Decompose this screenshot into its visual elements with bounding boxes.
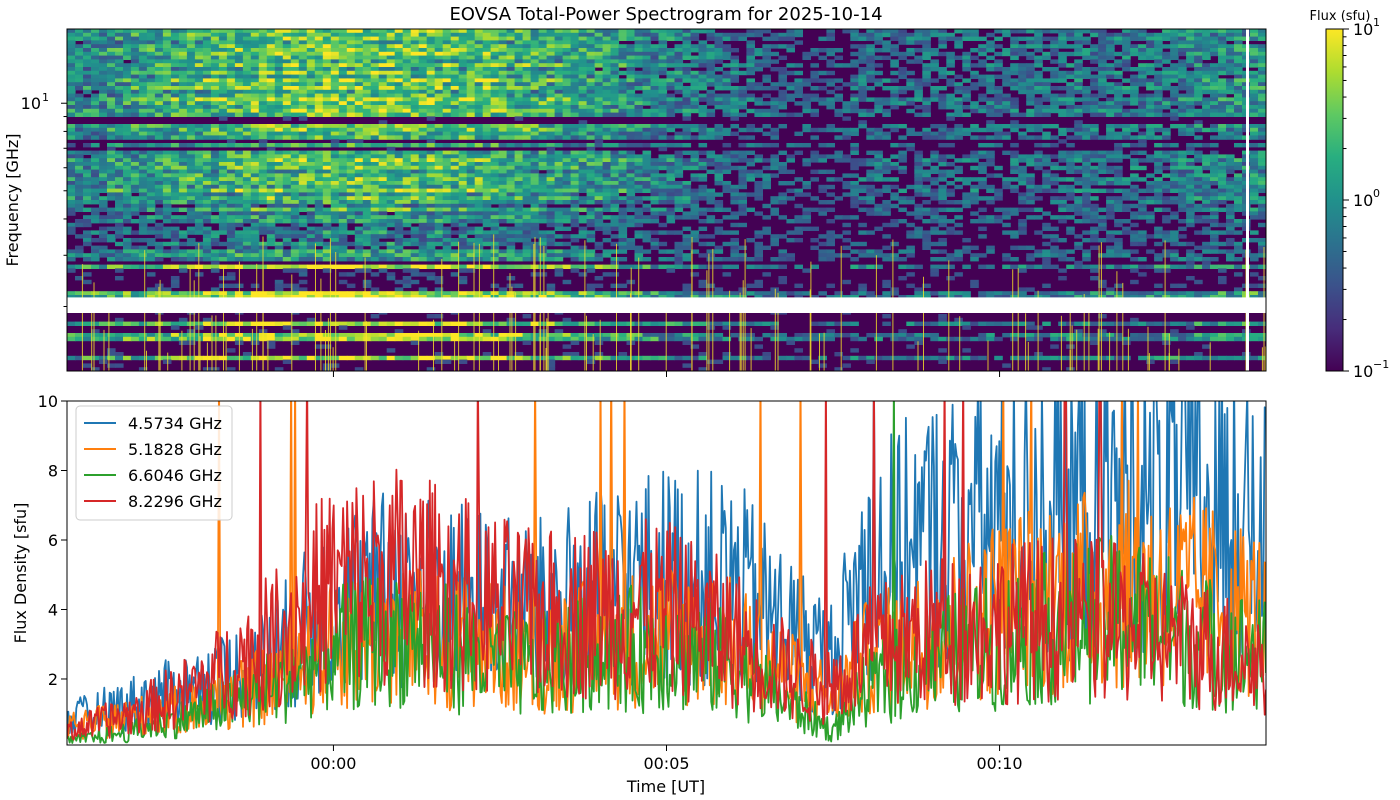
spectrogram-y-label: Frequency [GHz] — [3, 133, 22, 266]
light-curves — [67, 401, 1266, 744]
legend-label: 6.6046 GHz — [128, 466, 222, 485]
missing-time-column — [1246, 29, 1249, 371]
legend: 4.5734 GHz 5.1828 GHz 6.6046 GHz 8.2296 GHz — [75, 405, 233, 521]
legend-label: 5.1828 GHz — [128, 440, 222, 459]
colorbar-tick-exponent: 1 — [1373, 16, 1380, 29]
legend-label: 8.2296 GHz — [128, 492, 222, 511]
spectrogram — [67, 29, 1266, 371]
spectrogram-ticks: 10 1 — [21, 91, 1001, 377]
light-curve-x-tick-label: 00:05 — [643, 754, 689, 773]
spectrogram-y-tick-exponent: 1 — [42, 91, 49, 104]
colorbar-tick-exponent: −1 — [1373, 358, 1389, 371]
colorbar-label: Flux (sfu) — [1310, 9, 1371, 24]
colorbar-tick-label: 10 — [1353, 191, 1373, 210]
colorbar-tick-exponent: 0 — [1373, 187, 1380, 200]
light-curve-y-tick-label: 10 — [38, 392, 58, 411]
light-curve-y-tick-label: 4 — [48, 600, 58, 619]
light-curve-y-tick-label: 2 — [48, 670, 58, 689]
light-curve-x-label: Time [UT] — [626, 777, 705, 796]
legend-label: 4.5734 GHz — [128, 414, 222, 433]
frequency-gap — [67, 297, 1266, 313]
spectrogram-y-tick-label: 10 — [21, 94, 41, 113]
light-curve-x-tick-label: 00:00 — [310, 754, 356, 773]
colorbar-tick-label: 10 — [1353, 362, 1373, 381]
light-curve-x-tick-label: 00:10 — [977, 754, 1023, 773]
spectrogram-title: EOVSA Total-Power Spectrogram for 2025-1… — [449, 4, 882, 25]
colorbar-tick-label: 10 — [1353, 20, 1373, 39]
light-curve-y-tick-label: 6 — [48, 531, 58, 550]
light-curve-ticks: 2 4 6 8 10 00:00 00:05 00:10 — [38, 392, 1023, 773]
legend-box — [75, 405, 233, 521]
series-line-4 — [67, 401, 1266, 741]
light-curve-y-label: Flux Density [sfu] — [11, 503, 30, 644]
series-line-3 — [67, 401, 1266, 744]
light-curve-y-tick-label: 8 — [48, 461, 58, 480]
colorbar — [1325, 28, 1344, 372]
